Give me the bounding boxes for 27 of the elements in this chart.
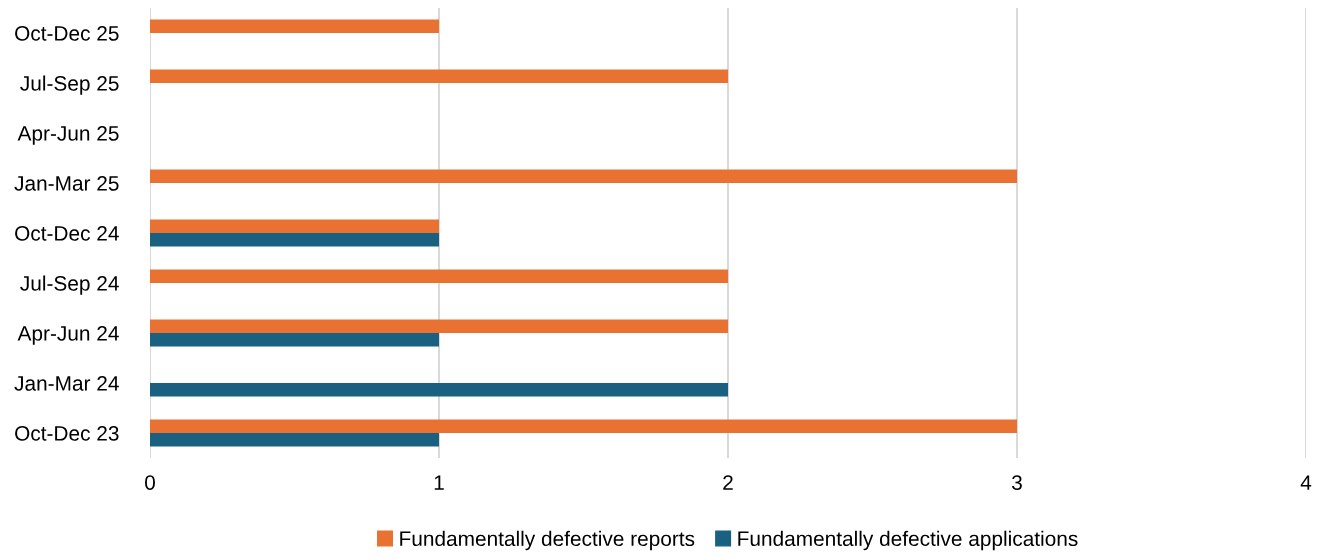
- y-tick-label: Jul-Sep 25: [20, 75, 119, 95]
- bar: [150, 19, 439, 33]
- bar: [150, 419, 1017, 433]
- y-tick-label: Jan-Mar 24: [14, 376, 119, 391]
- bar: [150, 433, 439, 447]
- bar: [150, 333, 439, 347]
- legend-label: Fundamentally defective reports: [400, 530, 695, 551]
- y-tick-label: Oct-Dec 23: [15, 426, 119, 441]
- bar: [150, 319, 728, 333]
- x-tick-label: 3: [1012, 475, 1022, 490]
- y-tick-label: Oct-Dec 24: [15, 226, 119, 241]
- bar: [150, 383, 728, 397]
- x-tick-label: 2: [723, 475, 733, 490]
- y-tick-label: Jan-Mar 25: [14, 176, 119, 191]
- bar: [150, 219, 439, 233]
- y-tick-label: Jul-Sep 24: [20, 275, 119, 295]
- legend-label: Fundamentally defective applications: [738, 530, 1078, 551]
- y-tick-label: Apr-Jun 24: [17, 326, 119, 345]
- y-tick-label: Apr-Jun 25: [17, 126, 119, 145]
- bar: [150, 69, 728, 83]
- bar: [150, 233, 439, 247]
- bar: [150, 269, 728, 283]
- y-tick-label: Oct-Dec 25: [15, 26, 119, 41]
- bar: [150, 169, 1017, 183]
- x-tick-label: 0: [145, 475, 155, 490]
- x-tick-label: 1: [434, 475, 444, 490]
- x-tick-label: 4: [1300, 475, 1312, 490]
